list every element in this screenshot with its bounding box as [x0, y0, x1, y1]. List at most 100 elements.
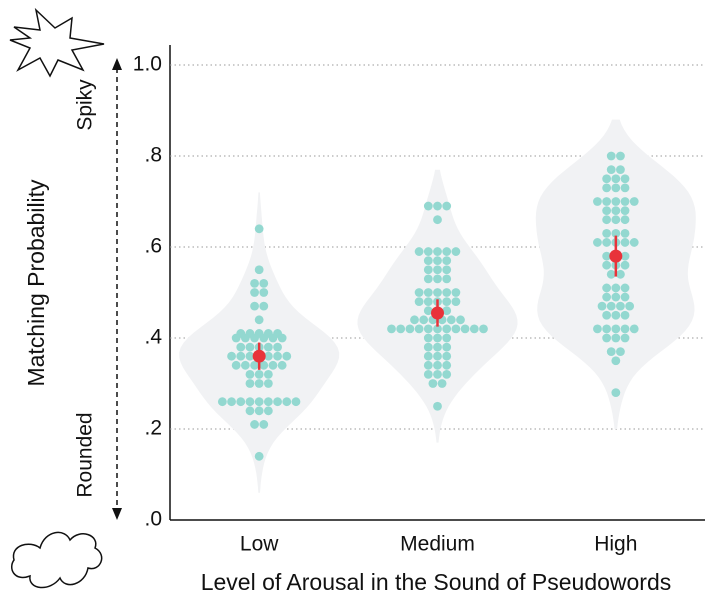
data-point: [240, 360, 250, 370]
data-point: [231, 333, 241, 343]
data-point: [442, 342, 452, 352]
data-point: [217, 397, 227, 407]
data-point: [282, 351, 292, 361]
data-point: [414, 324, 424, 334]
data-point: [423, 256, 433, 266]
y-tick-label: .2: [144, 417, 162, 440]
data-point: [245, 351, 255, 361]
data-point: [620, 292, 630, 302]
data-point: [620, 324, 630, 334]
data-point: [442, 360, 452, 370]
data-point: [620, 183, 630, 193]
data-point: [259, 333, 269, 343]
data-point: [620, 310, 630, 320]
data-point: [231, 360, 241, 370]
mean-point: [609, 249, 623, 263]
x-tick-label: High: [594, 533, 637, 556]
data-point: [616, 151, 625, 161]
data-point: [611, 174, 621, 184]
data-point: [620, 283, 630, 293]
data-point: [442, 297, 452, 306]
mean-point: [252, 349, 266, 363]
data-point: [263, 370, 273, 379]
data-point: [451, 288, 461, 297]
data-point: [606, 151, 616, 161]
data-point: [442, 247, 452, 256]
data-point: [433, 333, 442, 343]
y-tick-label: .6: [144, 235, 162, 258]
data-point: [410, 315, 419, 325]
data-point: [273, 342, 282, 352]
mean-point: [431, 306, 444, 320]
data-point: [291, 397, 301, 407]
data-point: [263, 397, 273, 407]
data-point: [433, 201, 442, 211]
data-point: [433, 247, 442, 256]
annotation-top: Spiky: [74, 79, 97, 131]
data-point: [259, 288, 269, 297]
data-point: [250, 420, 259, 429]
data-point: [611, 356, 621, 366]
data-point: [250, 333, 259, 343]
data-point: [433, 342, 442, 352]
data-point: [442, 324, 452, 334]
data-point: [451, 324, 461, 334]
data-point: [423, 247, 433, 256]
data-point: [602, 228, 612, 238]
y-tick-label: .4: [144, 326, 162, 349]
data-point: [259, 360, 269, 370]
data-point: [602, 333, 612, 343]
data-point: [442, 256, 452, 266]
data-point: [479, 324, 488, 334]
data-point: [227, 351, 236, 361]
data-point: [259, 420, 269, 429]
data-point: [282, 397, 292, 407]
data-point: [469, 324, 479, 334]
data-point: [263, 342, 273, 352]
annotation-bottom: Rounded: [74, 412, 97, 497]
data-point: [423, 324, 433, 334]
data-point: [273, 397, 282, 407]
data-point: [606, 347, 616, 357]
data-point: [433, 265, 442, 275]
data-point: [451, 247, 461, 256]
data-point: [387, 324, 396, 334]
data-point: [259, 279, 269, 288]
data-point: [611, 197, 621, 206]
data-point: [423, 333, 433, 343]
data-point: [602, 197, 612, 206]
data-point: [629, 197, 639, 206]
x-tick-label: Low: [240, 533, 279, 556]
data-point: [620, 197, 630, 206]
data-point: [414, 288, 424, 297]
data-point: [433, 274, 442, 284]
data-point: [423, 265, 433, 275]
data-point: [602, 292, 612, 302]
data-point: [250, 279, 259, 288]
data-point: [616, 165, 625, 175]
data-point: [236, 342, 246, 352]
data-point: [593, 324, 602, 334]
data-point: [442, 333, 452, 343]
data-point: [423, 342, 433, 352]
data-point: [254, 265, 264, 275]
data-point: [611, 388, 621, 397]
data-point: [263, 379, 273, 388]
data-point: [268, 360, 278, 370]
data-point: [611, 333, 621, 343]
data-point: [611, 283, 621, 293]
data-point: [240, 333, 250, 343]
data-point: [437, 379, 447, 388]
data-point: [593, 238, 602, 247]
data-point: [602, 260, 612, 270]
data-point: [597, 301, 607, 311]
data-point: [593, 197, 602, 206]
data-point: [414, 247, 424, 256]
data-point: [611, 292, 621, 302]
data-point: [620, 228, 630, 238]
data-point: [629, 238, 639, 247]
data-point: [227, 397, 236, 407]
data-point: [423, 288, 433, 297]
data-point: [611, 324, 621, 334]
